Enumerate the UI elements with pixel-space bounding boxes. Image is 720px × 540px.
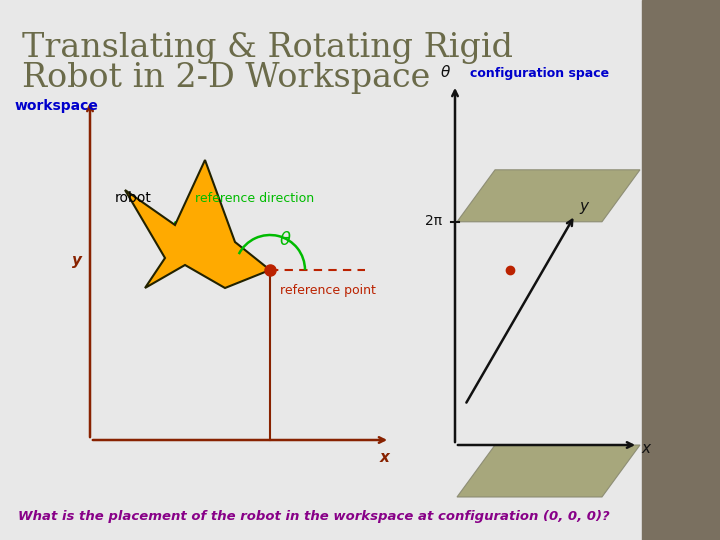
Polygon shape (125, 160, 270, 288)
Text: What is the placement of the robot in the workspace at configuration (0, 0, 0)?: What is the placement of the robot in th… (18, 510, 610, 523)
Text: θ: θ (280, 231, 291, 249)
Text: workspace: workspace (15, 99, 99, 113)
Text: reference direction: reference direction (195, 192, 314, 205)
Text: y: y (72, 253, 82, 268)
Text: Translating & Rotating Rigid: Translating & Rotating Rigid (22, 32, 513, 64)
Text: configuration space: configuration space (470, 67, 609, 80)
Text: θ: θ (441, 65, 451, 80)
Text: x: x (641, 441, 650, 456)
Text: reference point: reference point (280, 284, 376, 297)
Polygon shape (457, 170, 640, 222)
Text: robot: robot (115, 191, 152, 205)
Text: 2π: 2π (425, 214, 442, 228)
Text: y: y (579, 199, 588, 214)
Polygon shape (457, 445, 640, 497)
Bar (642, 0, 720, 540)
Text: Robot in 2-D Workspace: Robot in 2-D Workspace (22, 62, 431, 94)
Text: x: x (380, 450, 390, 465)
